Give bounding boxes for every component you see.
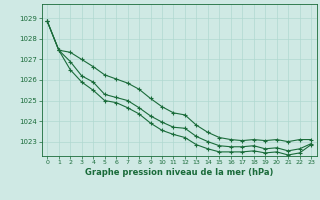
X-axis label: Graphe pression niveau de la mer (hPa): Graphe pression niveau de la mer (hPa): [85, 168, 273, 177]
